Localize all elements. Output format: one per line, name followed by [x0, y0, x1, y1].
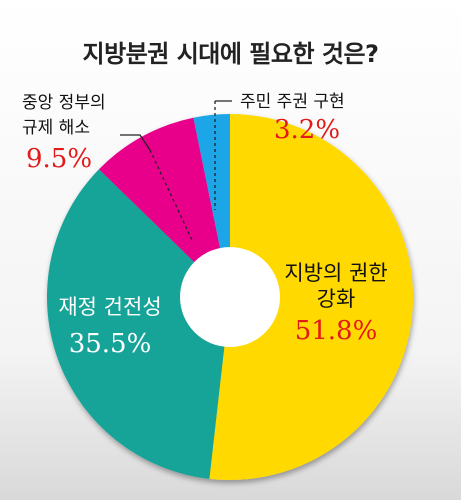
donut-hole [180, 247, 280, 347]
leader-line-regulation-dashed [149, 149, 193, 241]
leader-line-regulation [120, 134, 151, 151]
slice-value-local-authority: 51.8% [295, 316, 378, 346]
slice-local-authority [209, 114, 414, 480]
slice-label-local-authority-line2: 강화 [317, 287, 356, 311]
slice-label-regulation-line2: 규제 해소 [22, 118, 90, 138]
leader-lines [120, 100, 232, 241]
slice-label-local-authority-line1: 지방의 권한 [284, 261, 387, 285]
slice-label-regulation-line1: 중앙 정부의 [22, 93, 106, 113]
slice-regulation [98, 117, 230, 297]
slice-fiscal [47, 169, 230, 479]
chart-title: 지방분권 시대에 필요한 것은? [82, 40, 379, 68]
slice-value-resident: 3.2% [274, 115, 340, 145]
slice-label-resident: 주민 주권 구현 [240, 92, 345, 112]
slice-value-fiscal: 35.5% [69, 329, 152, 359]
slice-label-fiscal: 재정 건전성 [58, 295, 161, 319]
slice-value-regulation: 9.5% [26, 144, 92, 174]
